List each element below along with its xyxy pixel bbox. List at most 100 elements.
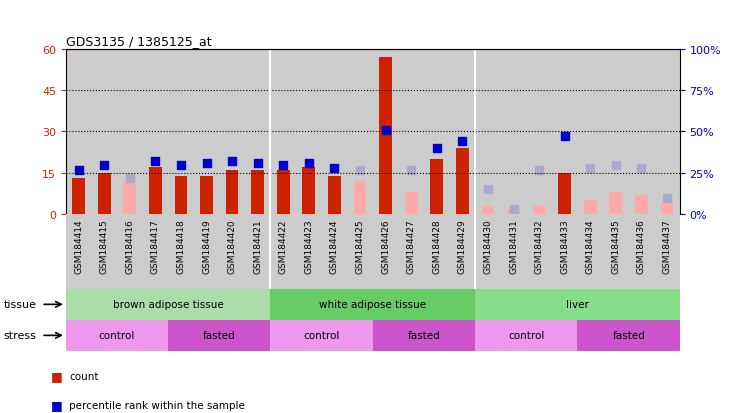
- Text: GSM184427: GSM184427: [406, 218, 416, 273]
- Point: [431, 145, 442, 152]
- Text: GSM184437: GSM184437: [662, 218, 672, 273]
- Text: fasted: fasted: [613, 330, 645, 341]
- Text: GSM184432: GSM184432: [534, 218, 544, 273]
- Text: GSM184416: GSM184416: [125, 218, 135, 273]
- Bar: [117, 50, 143, 215]
- Point: [354, 167, 366, 173]
- Text: GSM184420: GSM184420: [227, 218, 237, 273]
- Text: white adipose tissue: white adipose tissue: [319, 299, 426, 310]
- Point: [405, 167, 417, 173]
- Point: [303, 160, 315, 167]
- Text: GSM184418: GSM184418: [176, 218, 186, 273]
- Point: [610, 162, 621, 169]
- Point: [149, 159, 161, 165]
- Point: [251, 160, 263, 167]
- Bar: [226, 171, 238, 215]
- Text: GSM184430: GSM184430: [483, 218, 493, 273]
- Point: [98, 162, 110, 169]
- Text: ■: ■: [51, 369, 63, 382]
- Text: GSM184421: GSM184421: [253, 218, 262, 273]
- Bar: [168, 50, 194, 215]
- Point: [277, 162, 289, 169]
- Bar: [66, 289, 270, 320]
- Point: [558, 134, 570, 140]
- Bar: [373, 320, 475, 351]
- Text: GSM184425: GSM184425: [355, 218, 365, 273]
- Text: GSM184415: GSM184415: [99, 218, 109, 273]
- Text: GSM184423: GSM184423: [304, 218, 314, 273]
- Point: [456, 139, 469, 145]
- Text: count: count: [69, 371, 99, 381]
- Point: [635, 165, 648, 172]
- Point: [200, 160, 212, 167]
- Bar: [577, 320, 680, 351]
- Text: control: control: [303, 330, 340, 341]
- Bar: [347, 50, 373, 215]
- Bar: [175, 176, 187, 215]
- Text: GSM184414: GSM184414: [74, 218, 83, 273]
- Bar: [405, 193, 417, 215]
- Text: GSM184426: GSM184426: [381, 218, 390, 273]
- Point: [226, 159, 238, 165]
- Text: liver: liver: [566, 299, 589, 310]
- Text: GSM184434: GSM184434: [586, 218, 595, 273]
- Bar: [270, 320, 373, 351]
- Text: fasted: fasted: [203, 330, 235, 341]
- Text: brown adipose tissue: brown adipose tissue: [113, 299, 224, 310]
- Bar: [91, 50, 117, 215]
- Bar: [552, 50, 577, 215]
- Bar: [635, 195, 648, 215]
- Bar: [661, 204, 673, 215]
- Bar: [629, 50, 654, 215]
- Point: [124, 175, 136, 182]
- Bar: [610, 193, 622, 215]
- Text: GSM184424: GSM184424: [330, 218, 339, 273]
- Bar: [431, 160, 443, 215]
- Text: GSM184417: GSM184417: [151, 218, 160, 273]
- Text: control: control: [508, 330, 545, 341]
- Point: [482, 187, 494, 193]
- Text: GSM184436: GSM184436: [637, 218, 646, 273]
- Bar: [270, 50, 296, 215]
- Text: GSM184435: GSM184435: [611, 218, 621, 273]
- Bar: [526, 50, 552, 215]
- Bar: [143, 50, 168, 215]
- Bar: [456, 149, 469, 215]
- Bar: [200, 176, 213, 215]
- Bar: [475, 50, 501, 215]
- Bar: [507, 209, 520, 215]
- Text: GSM184431: GSM184431: [509, 218, 518, 273]
- Point: [585, 165, 596, 172]
- Bar: [603, 50, 629, 215]
- Bar: [251, 171, 264, 215]
- Bar: [303, 168, 315, 215]
- Bar: [475, 320, 577, 351]
- Point: [380, 127, 392, 134]
- Bar: [66, 50, 91, 215]
- Text: percentile rank within the sample: percentile rank within the sample: [69, 400, 246, 410]
- Bar: [322, 50, 347, 215]
- Bar: [482, 206, 494, 215]
- Bar: [66, 320, 168, 351]
- Text: GSM184429: GSM184429: [458, 218, 467, 273]
- Bar: [577, 50, 603, 215]
- Bar: [424, 50, 450, 215]
- Text: fasted: fasted: [408, 330, 440, 341]
- Text: control: control: [99, 330, 135, 341]
- Bar: [245, 50, 270, 215]
- Text: ■: ■: [51, 398, 63, 411]
- Bar: [398, 50, 424, 215]
- Bar: [72, 179, 85, 215]
- Text: stress: stress: [4, 330, 37, 341]
- Bar: [379, 58, 392, 215]
- Bar: [450, 50, 475, 215]
- Point: [507, 206, 519, 213]
- Text: GSM184428: GSM184428: [432, 218, 442, 273]
- Bar: [98, 173, 110, 215]
- Bar: [533, 206, 545, 215]
- Bar: [328, 176, 341, 215]
- Bar: [194, 50, 219, 215]
- Point: [73, 167, 84, 173]
- Point: [534, 167, 545, 173]
- Bar: [373, 50, 398, 215]
